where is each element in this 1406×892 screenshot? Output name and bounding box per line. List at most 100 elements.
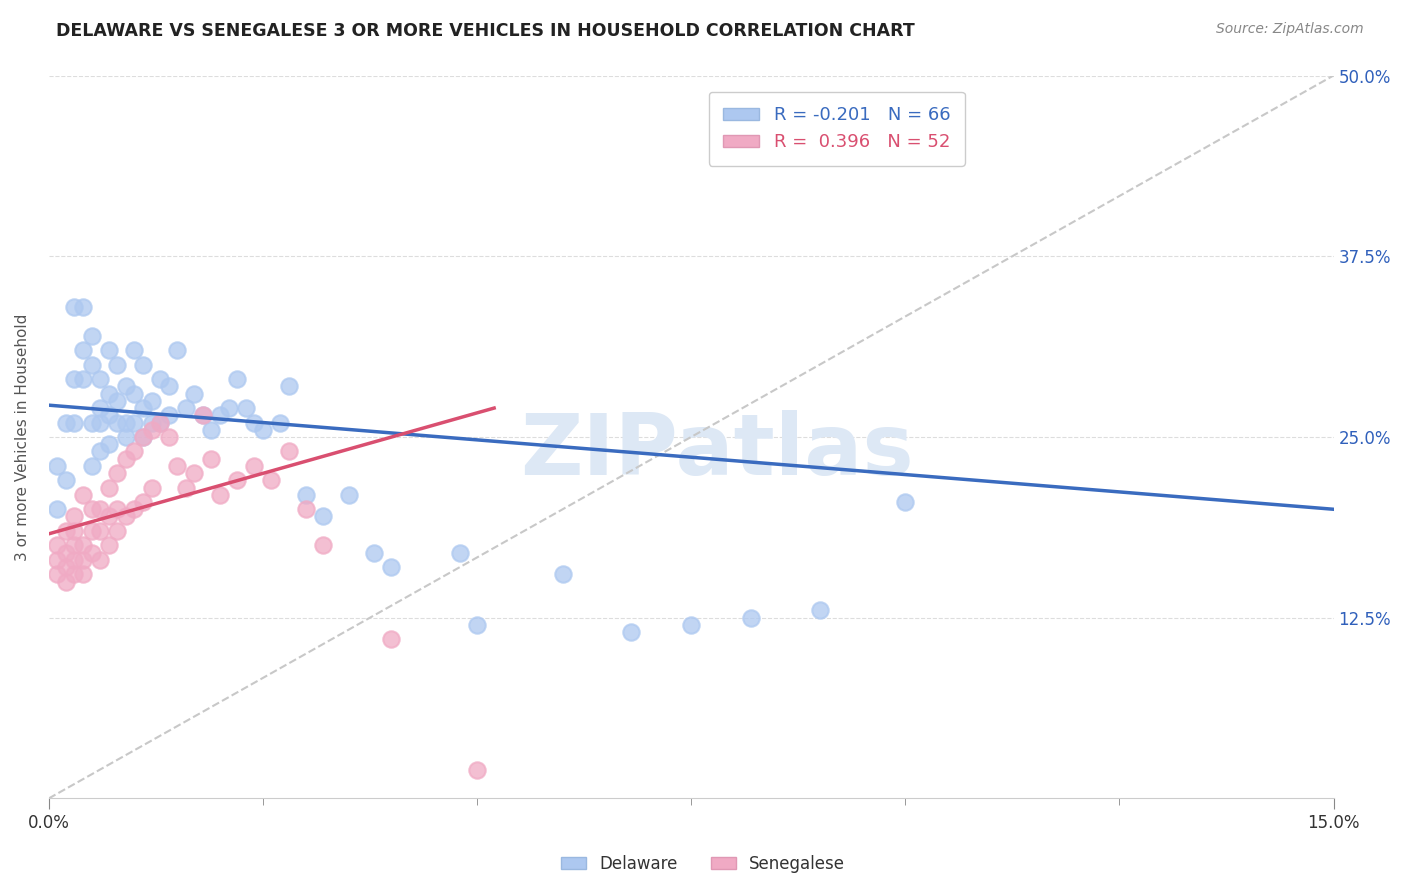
- Point: [63, 416, 86, 430]
- Point: [114, 379, 136, 393]
- Point: [380, 560, 402, 574]
- Point: [141, 423, 163, 437]
- Point: [63, 509, 86, 524]
- Point: [200, 451, 222, 466]
- Point: [132, 495, 155, 509]
- Point: [252, 423, 274, 437]
- Point: [124, 502, 146, 516]
- Point: [55, 546, 77, 560]
- Point: [551, 567, 574, 582]
- Point: [620, 625, 643, 640]
- Point: [72, 343, 94, 358]
- Point: [132, 358, 155, 372]
- Point: [209, 488, 232, 502]
- Point: [97, 386, 120, 401]
- Point: [218, 401, 240, 415]
- Point: [63, 567, 86, 582]
- Point: [132, 430, 155, 444]
- Text: DELAWARE VS SENEGALESE 3 OR MORE VEHICLES IN HOUSEHOLD CORRELATION CHART: DELAWARE VS SENEGALESE 3 OR MORE VEHICLE…: [56, 22, 915, 40]
- Point: [46, 538, 69, 552]
- Point: [105, 466, 128, 480]
- Point: [114, 451, 136, 466]
- Point: [243, 416, 266, 430]
- Point: [277, 379, 299, 393]
- Point: [46, 567, 69, 582]
- Point: [312, 509, 335, 524]
- Point: [174, 401, 197, 415]
- Point: [681, 618, 703, 632]
- Point: [55, 574, 77, 589]
- Point: [105, 502, 128, 516]
- Text: ZIPatlas: ZIPatlas: [520, 410, 914, 493]
- Point: [124, 386, 146, 401]
- Point: [72, 488, 94, 502]
- Point: [808, 603, 831, 617]
- Point: [89, 372, 111, 386]
- Point: [141, 416, 163, 430]
- Point: [97, 409, 120, 423]
- Point: [183, 466, 205, 480]
- Y-axis label: 3 or more Vehicles in Household: 3 or more Vehicles in Household: [15, 313, 30, 561]
- Point: [149, 372, 172, 386]
- Point: [80, 546, 103, 560]
- Point: [380, 632, 402, 647]
- Point: [260, 474, 283, 488]
- Point: [55, 560, 77, 574]
- Point: [46, 458, 69, 473]
- Point: [72, 567, 94, 582]
- Point: [46, 553, 69, 567]
- Point: [166, 343, 188, 358]
- Point: [80, 502, 103, 516]
- Point: [157, 430, 180, 444]
- Point: [114, 430, 136, 444]
- Point: [337, 488, 360, 502]
- Point: [294, 502, 316, 516]
- Point: [183, 386, 205, 401]
- Point: [312, 538, 335, 552]
- Point: [465, 618, 488, 632]
- Point: [97, 538, 120, 552]
- Point: [740, 610, 762, 624]
- Point: [363, 546, 385, 560]
- Point: [97, 343, 120, 358]
- Point: [269, 416, 291, 430]
- Point: [191, 409, 214, 423]
- Point: [141, 481, 163, 495]
- Point: [89, 502, 111, 516]
- Point: [55, 416, 77, 430]
- Point: [89, 416, 111, 430]
- Point: [80, 328, 103, 343]
- Point: [105, 524, 128, 538]
- Point: [157, 409, 180, 423]
- Legend: Delaware, Senegalese: Delaware, Senegalese: [554, 848, 852, 880]
- Point: [72, 538, 94, 552]
- Point: [124, 444, 146, 458]
- Point: [114, 509, 136, 524]
- Point: [465, 763, 488, 777]
- Point: [97, 509, 120, 524]
- Text: Source: ZipAtlas.com: Source: ZipAtlas.com: [1216, 22, 1364, 37]
- Point: [149, 416, 172, 430]
- Point: [124, 416, 146, 430]
- Point: [80, 358, 103, 372]
- Point: [200, 423, 222, 437]
- Point: [174, 481, 197, 495]
- Point: [72, 553, 94, 567]
- Point: [89, 444, 111, 458]
- Point: [63, 524, 86, 538]
- Point: [55, 524, 77, 538]
- Point: [89, 401, 111, 415]
- Point: [72, 300, 94, 314]
- Point: [55, 474, 77, 488]
- Point: [46, 502, 69, 516]
- Point: [105, 416, 128, 430]
- Point: [63, 553, 86, 567]
- Point: [235, 401, 257, 415]
- Point: [114, 416, 136, 430]
- Point: [63, 538, 86, 552]
- Point: [105, 393, 128, 408]
- Point: [277, 444, 299, 458]
- Point: [63, 300, 86, 314]
- Point: [132, 430, 155, 444]
- Point: [105, 358, 128, 372]
